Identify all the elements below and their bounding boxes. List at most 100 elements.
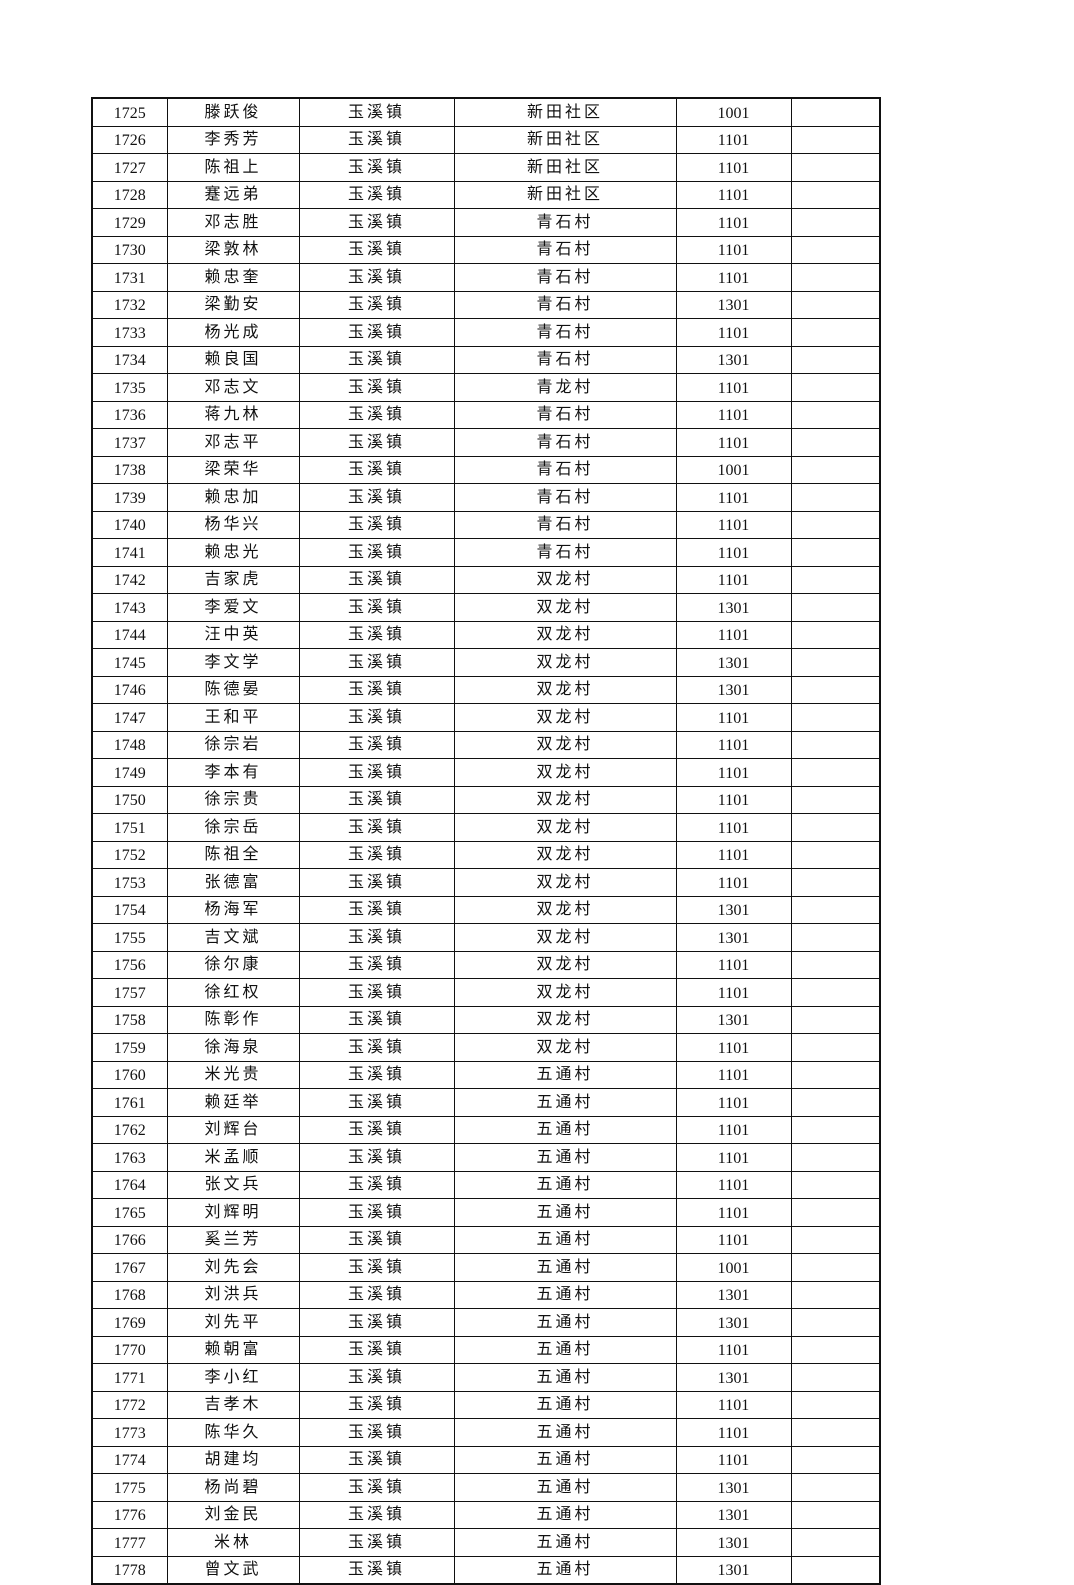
serial-number-cell: 1775 — [91, 1473, 168, 1502]
name-cell: 滕跃俊 — [166, 97, 300, 127]
remark-cell — [790, 1033, 881, 1062]
town-cell: 玉溪镇 — [298, 400, 455, 429]
name-cell: 陈华久 — [166, 1418, 300, 1447]
code-cell: 1301 — [675, 923, 792, 952]
table-row: 1765 刘辉明 玉溪镇 五通村 1101 — [91, 1198, 881, 1227]
name-cell: 杨海军 — [166, 895, 300, 924]
table-row: 1768 刘洪兵 玉溪镇 五通村 1301 — [91, 1280, 881, 1309]
table-row: 1775 杨尚碧 玉溪镇 五通村 1301 — [91, 1473, 881, 1502]
table-row: 1738 梁荣华 玉溪镇 青石村 1001 — [91, 455, 881, 484]
remark-cell — [790, 483, 881, 512]
table-row: 1773 陈华久 玉溪镇 五通村 1101 — [91, 1418, 881, 1447]
town-cell: 玉溪镇 — [298, 648, 455, 677]
town-cell: 玉溪镇 — [298, 483, 455, 512]
code-cell: 1101 — [675, 1198, 792, 1227]
village-cell: 双龙村 — [453, 895, 677, 924]
table-row: 1735 邓志文 玉溪镇 青龙村 1101 — [91, 373, 881, 402]
remark-cell — [790, 1060, 881, 1089]
remark-cell — [790, 758, 881, 787]
name-cell: 蹇远弟 — [166, 180, 300, 209]
code-cell: 1101 — [675, 428, 792, 457]
serial-number-cell: 1770 — [91, 1335, 168, 1364]
village-cell: 青石村 — [453, 483, 677, 512]
serial-number-cell: 1777 — [91, 1528, 168, 1557]
code-cell: 1101 — [675, 483, 792, 512]
code-cell: 1301 — [675, 648, 792, 677]
serial-number-cell: 1755 — [91, 923, 168, 952]
serial-number-cell: 1726 — [91, 125, 168, 154]
town-cell: 玉溪镇 — [298, 235, 455, 264]
village-cell: 双龙村 — [453, 1033, 677, 1062]
code-cell: 1301 — [675, 675, 792, 704]
roster-table: 1725 滕跃俊 玉溪镇 新田社区 1001 1726 李秀芳 玉溪镇 新田社区 1101 1727… — [91, 97, 881, 1585]
code-cell: 1101 — [675, 510, 792, 539]
town-cell: 玉溪镇 — [298, 97, 455, 127]
code-cell: 1101 — [675, 785, 792, 814]
remark-cell — [790, 345, 881, 374]
name-cell: 蒋九林 — [166, 400, 300, 429]
table-row: 1777 米林 玉溪镇 五通村 1301 — [91, 1528, 881, 1557]
code-cell: 1101 — [675, 950, 792, 979]
remark-cell — [790, 1390, 881, 1419]
code-cell: 1301 — [675, 1308, 792, 1337]
remark-cell — [790, 730, 881, 759]
code-cell: 1101 — [675, 208, 792, 237]
table-row: 1725 滕跃俊 玉溪镇 新田社区 1001 — [91, 97, 881, 127]
remark-cell — [790, 1528, 881, 1557]
village-cell: 双龙村 — [453, 1005, 677, 1034]
serial-number-cell: 1762 — [91, 1115, 168, 1144]
table-row: 1746 陈德晏 玉溪镇 双龙村 1301 — [91, 675, 881, 704]
table-row: 1774 胡建均 玉溪镇 五通村 1101 — [91, 1445, 881, 1474]
village-cell: 青石村 — [453, 345, 677, 374]
name-cell: 汪中英 — [166, 620, 300, 649]
town-cell: 玉溪镇 — [298, 125, 455, 154]
remark-cell — [790, 1418, 881, 1447]
roster-table-body: 1725 滕跃俊 玉溪镇 新田社区 1001 1726 李秀芳 玉溪镇 新田社区 1101 1727… — [91, 97, 881, 1585]
serial-number-cell: 1727 — [91, 153, 168, 182]
table-row: 1741 赖忠光 玉溪镇 青石村 1101 — [91, 538, 881, 567]
remark-cell — [790, 785, 881, 814]
table-row: 1752 陈祖全 玉溪镇 双龙村 1101 — [91, 840, 881, 869]
table-row: 1737 邓志平 玉溪镇 青石村 1101 — [91, 428, 881, 457]
name-cell: 赖忠加 — [166, 483, 300, 512]
serial-number-cell: 1774 — [91, 1445, 168, 1474]
town-cell: 玉溪镇 — [298, 1390, 455, 1419]
name-cell: 胡建均 — [166, 1445, 300, 1474]
name-cell: 李爱文 — [166, 593, 300, 622]
code-cell: 1101 — [675, 125, 792, 154]
serial-number-cell: 1746 — [91, 675, 168, 704]
table-row: 1744 汪中英 玉溪镇 双龙村 1101 — [91, 620, 881, 649]
name-cell: 刘辉台 — [166, 1115, 300, 1144]
remark-cell — [790, 1280, 881, 1309]
village-cell: 五通村 — [453, 1198, 677, 1227]
name-cell: 徐宗岳 — [166, 813, 300, 842]
town-cell: 玉溪镇 — [298, 1115, 455, 1144]
name-cell: 赖忠光 — [166, 538, 300, 567]
table-row: 1760 米光贵 玉溪镇 五通村 1101 — [91, 1060, 881, 1089]
town-cell: 玉溪镇 — [298, 1253, 455, 1282]
code-cell: 1301 — [675, 1363, 792, 1392]
remark-cell — [790, 97, 881, 127]
town-cell: 玉溪镇 — [298, 1198, 455, 1227]
village-cell: 五通村 — [453, 1363, 677, 1392]
serial-number-cell: 1771 — [91, 1363, 168, 1392]
village-cell: 双龙村 — [453, 813, 677, 842]
town-cell: 玉溪镇 — [298, 180, 455, 209]
name-cell: 陈德晏 — [166, 675, 300, 704]
remark-cell — [790, 1005, 881, 1034]
code-cell: 1301 — [675, 1005, 792, 1034]
town-cell: 玉溪镇 — [298, 758, 455, 787]
village-cell: 双龙村 — [453, 840, 677, 869]
code-cell: 1301 — [675, 345, 792, 374]
code-cell: 1101 — [675, 1335, 792, 1364]
table-row: 1754 杨海军 玉溪镇 双龙村 1301 — [91, 895, 881, 924]
remark-cell — [790, 593, 881, 622]
village-cell: 五通村 — [453, 1060, 677, 1089]
remark-cell — [790, 868, 881, 897]
remark-cell — [790, 1088, 881, 1117]
town-cell: 玉溪镇 — [298, 1335, 455, 1364]
table-row: 1778 曾文武 玉溪镇 五通村 1301 — [91, 1555, 881, 1585]
village-cell: 新田社区 — [453, 97, 677, 127]
table-row: 1743 李爱文 玉溪镇 双龙村 1301 — [91, 593, 881, 622]
remark-cell — [790, 1555, 881, 1585]
